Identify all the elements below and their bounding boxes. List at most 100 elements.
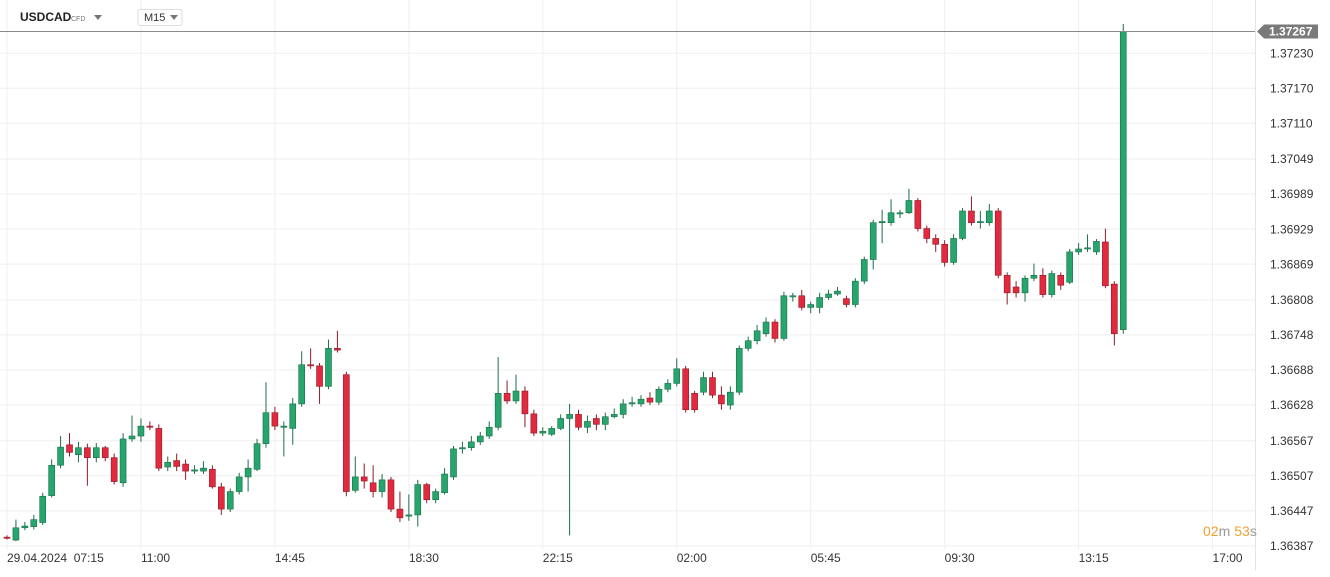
candle-body [316, 365, 323, 387]
candle-body [3, 536, 11, 539]
candle-body [521, 390, 529, 415]
y-tick-label: 1.37049 [1270, 152, 1314, 166]
candle-body [825, 293, 832, 298]
candle-body [48, 464, 55, 496]
y-tick-label: 1.36567 [1270, 434, 1314, 448]
candle-body [405, 514, 413, 517]
candle-body [21, 525, 29, 529]
candle-body [807, 304, 815, 308]
candle-body [485, 426, 493, 437]
candle-body [664, 383, 672, 390]
y-tick-label: 1.36808 [1270, 293, 1314, 307]
y-tick-label: 1.36989 [1270, 187, 1314, 201]
candle-body [30, 519, 38, 527]
candle-body [619, 403, 627, 415]
overlay: USDCAD CFD M15 02m 53s 1.36387 1.36447 1.36… [0, 9, 1318, 565]
candle-body [262, 412, 270, 444]
candle-body [593, 418, 600, 425]
candle-body [503, 393, 511, 402]
candle-body [798, 295, 806, 308]
grid [0, 0, 1256, 570]
candle-body [628, 402, 636, 405]
y-tick-label: 1.36387 [1270, 539, 1314, 553]
y-tick-label: 1.37230 [1270, 46, 1314, 60]
candle-body [450, 448, 457, 478]
candle-body [1039, 274, 1047, 295]
candle-body [718, 394, 725, 405]
candle-body [896, 212, 904, 215]
candle-body [950, 238, 957, 263]
candle-body [12, 527, 20, 541]
candle-body [343, 374, 350, 492]
candle-body [360, 476, 368, 482]
candle-body [548, 428, 556, 435]
y-tick-label: 1.36869 [1270, 257, 1314, 271]
candle-body [1093, 241, 1100, 253]
candle-body [512, 390, 520, 402]
timeframe-caret[interactable] [170, 15, 178, 20]
candle-body [494, 393, 502, 428]
candle-body [57, 446, 64, 466]
symbol-caret[interactable] [94, 15, 102, 20]
candle-body [1021, 277, 1029, 294]
y-tick-label: 1.37110 [1270, 116, 1313, 130]
candle-body [226, 491, 234, 510]
candle-body [959, 210, 966, 239]
candle-body [860, 259, 868, 282]
timer: 02m 53s [1203, 523, 1257, 539]
candle-body [1111, 283, 1118, 335]
candle-body [423, 484, 431, 501]
candle-body [968, 210, 975, 223]
candle-body [753, 330, 761, 342]
candle-body [941, 244, 948, 263]
candle-body [1075, 248, 1082, 253]
candle-body [271, 412, 279, 427]
candle-body [191, 469, 198, 472]
x-tick-label: 13:15 [1079, 551, 1109, 565]
candle-body [843, 298, 850, 305]
candle-body [735, 348, 743, 393]
candle-body [218, 486, 225, 510]
candle-body [1057, 274, 1065, 286]
candle-body [923, 228, 931, 239]
candle-body [878, 221, 886, 223]
candle-body [307, 364, 314, 367]
timer-seconds: 53 [1234, 523, 1250, 539]
x-tick-label: 18:30 [409, 551, 439, 565]
symbol[interactable]: USDCAD [20, 10, 72, 24]
timer-minutes-unit: m [1219, 523, 1231, 539]
candle-body [1119, 31, 1127, 330]
candle-body [985, 210, 993, 223]
candle-body [691, 393, 698, 411]
candle-body [119, 438, 127, 484]
timeframe[interactable]: M15 [144, 12, 165, 24]
candle-body [994, 210, 1002, 276]
candle-body [610, 414, 618, 418]
candle-body [280, 425, 288, 428]
candle-body [852, 280, 859, 305]
candle-body [101, 447, 109, 458]
candle-body [780, 295, 788, 339]
candle-body [396, 508, 404, 519]
candle-body [744, 340, 752, 349]
candle-body [244, 467, 252, 478]
candle-body [209, 469, 216, 488]
y-tick-label: 1.36929 [1270, 222, 1314, 236]
candle-body [441, 473, 448, 494]
y-tick-label: 1.36688 [1270, 363, 1314, 377]
candle-body [137, 425, 145, 437]
timer-seconds-unit: s [1250, 523, 1257, 539]
candle-body [1012, 286, 1020, 294]
x-tick-label: 05:45 [811, 551, 841, 565]
timeframe-box[interactable] [137, 9, 183, 26]
candle-body [93, 447, 100, 458]
instrument-type: CFD [71, 16, 85, 23]
candle-body [253, 443, 261, 470]
candle-body [682, 368, 689, 411]
x-tick-label: 29.04.2024 07:15 [7, 551, 104, 565]
candle-body [182, 463, 189, 472]
candle-body [1066, 251, 1073, 283]
candle-body [834, 290, 841, 295]
